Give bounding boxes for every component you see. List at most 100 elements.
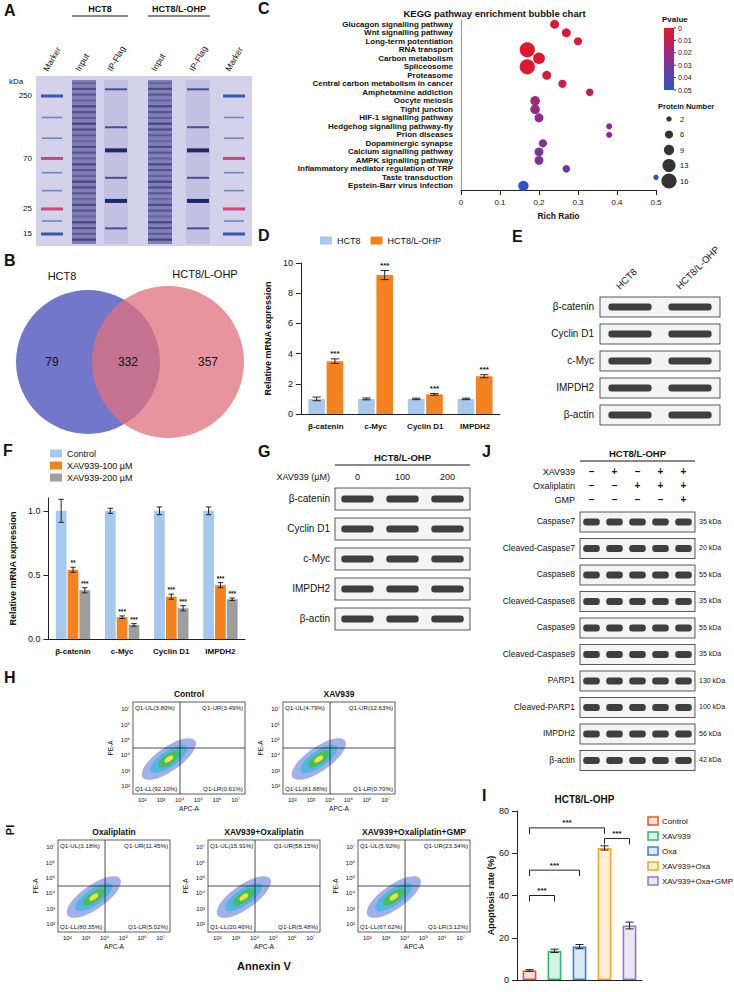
svg-text:F: F: [3, 442, 13, 459]
svg-text:HCT8/L-OHP: HCT8/L-OHP: [172, 268, 237, 280]
svg-text:J: J: [482, 443, 491, 460]
svg-text:IMPDH2: IMPDH2: [556, 382, 594, 393]
svg-text:APC-A: APC-A: [104, 943, 125, 950]
svg-text:60: 60: [499, 848, 509, 858]
svg-text:–: –: [589, 480, 595, 491]
svg-text:4: 4: [288, 349, 293, 359]
svg-text:10²: 10²: [121, 783, 130, 789]
svg-text:10⁴: 10⁴: [121, 752, 131, 758]
svg-text:–: –: [658, 494, 664, 505]
svg-text:PI: PI: [4, 825, 16, 835]
svg-text:***: ***: [330, 349, 340, 358]
svg-text:IMPDH2: IMPDH2: [460, 422, 491, 431]
svg-text:10⁴: 10⁴: [175, 797, 185, 803]
svg-text:IP-Flag: IP-Flag: [187, 44, 209, 73]
svg-text:35 kDa: 35 kDa: [699, 518, 721, 525]
svg-text:XAV939: XAV939: [662, 832, 691, 841]
svg-text:Oxa: Oxa: [662, 847, 677, 856]
svg-text:10⁶: 10⁶: [287, 935, 297, 941]
svg-text:–: –: [635, 494, 641, 505]
svg-text:Marker: Marker: [41, 45, 63, 73]
svg-text:0.4: 0.4: [611, 198, 623, 207]
svg-text:10⁴: 10⁴: [346, 890, 356, 896]
svg-text:16: 16: [680, 177, 688, 186]
svg-text:10²: 10²: [363, 935, 372, 941]
svg-text:10⁵: 10⁵: [271, 737, 281, 743]
svg-text:10⁶: 10⁶: [271, 722, 281, 728]
svg-text:Q1-LL(80.35%): Q1-LL(80.35%): [60, 923, 102, 930]
svg-text:200: 200: [440, 472, 455, 482]
svg-text:Q1-LL(81.88%): Q1-LL(81.88%): [285, 785, 327, 792]
svg-text:10³: 10³: [232, 935, 241, 941]
svg-text:0.5: 0.5: [650, 198, 662, 207]
svg-text:+: +: [612, 466, 618, 477]
svg-text:250: 250: [19, 91, 33, 100]
svg-text:XAV939-100 µM: XAV939-100 µM: [67, 461, 133, 471]
svg-text:10⁵: 10⁵: [119, 935, 129, 941]
svg-text:Q1-LR(5.48%): Q1-LR(5.48%): [278, 923, 318, 930]
svg-text:10⁴: 10⁴: [400, 935, 410, 941]
svg-text:PE-A: PE-A: [332, 878, 339, 894]
svg-text:A: A: [4, 2, 16, 19]
svg-text:Q1-UR(23.34%): Q1-UR(23.34%): [424, 842, 468, 849]
svg-text:Cleaved-Caspase7: Cleaved-Caspase7: [503, 543, 576, 553]
svg-text:9: 9: [680, 146, 684, 155]
svg-text:10²: 10²: [46, 921, 55, 927]
svg-text:PE-A: PE-A: [107, 740, 114, 756]
svg-text:β-catenin: β-catenin: [289, 493, 330, 504]
svg-text:0.0: 0.0: [28, 634, 41, 644]
svg-text:10²: 10²: [271, 783, 280, 789]
svg-text:KEGG pathway enrichment bubble: KEGG pathway enrichment bubble chart: [403, 8, 586, 19]
svg-text:10⁷: 10⁷: [456, 935, 465, 941]
svg-text:10³: 10³: [196, 906, 205, 912]
svg-text:0.5: 0.5: [28, 570, 41, 580]
svg-text:E: E: [512, 228, 523, 245]
svg-text:Q1-UR(3.49%): Q1-UR(3.49%): [202, 704, 243, 711]
svg-text:XAV939-200 µM: XAV939-200 µM: [67, 473, 133, 483]
svg-text:0: 0: [504, 975, 509, 985]
svg-text:HCT8: HCT8: [337, 236, 361, 246]
svg-text:Control: Control: [174, 689, 204, 699]
svg-text:XAV939+Oxaliplatin: XAV939+Oxaliplatin: [224, 827, 303, 837]
svg-text:10²: 10²: [213, 935, 222, 941]
svg-text:Caspase9: Caspase9: [537, 622, 576, 632]
svg-text:10³: 10³: [46, 906, 55, 912]
svg-text:HCT8/L-OHP: HCT8/L-OHP: [674, 244, 722, 292]
svg-text:2: 2: [680, 115, 684, 124]
svg-text:Q1-UR(11.45%): Q1-UR(11.45%): [124, 842, 168, 849]
svg-text:**: **: [70, 559, 76, 566]
svg-text:β-catenin: β-catenin: [55, 647, 91, 656]
svg-text:10⁶: 10⁶: [362, 797, 372, 803]
svg-text:100 kDa: 100 kDa: [699, 703, 725, 710]
svg-text:10³: 10³: [346, 906, 355, 912]
svg-text:0.01: 0.01: [678, 37, 692, 44]
svg-text:10³: 10³: [307, 797, 316, 803]
svg-text:GMP: GMP: [554, 495, 575, 505]
svg-text:***: ***: [118, 608, 126, 615]
svg-text:10⁵: 10⁵: [269, 935, 279, 941]
svg-text:0.2: 0.2: [533, 198, 545, 207]
svg-text:0: 0: [288, 409, 293, 419]
svg-text:Epstein-Barr virus infection: Epstein-Barr virus infection: [348, 181, 453, 190]
svg-text:Pvalue: Pvalue: [662, 15, 688, 24]
svg-text:β-catenin: β-catenin: [308, 422, 344, 431]
svg-text:–: –: [635, 466, 641, 477]
svg-text:10⁵: 10⁵: [419, 935, 429, 941]
svg-text:APC-A: APC-A: [329, 805, 350, 812]
svg-text:10⁷: 10⁷: [306, 935, 315, 941]
svg-text:40: 40: [499, 891, 509, 901]
svg-text:HCT8: HCT8: [88, 4, 112, 14]
svg-text:56 kDa: 56 kDa: [699, 730, 721, 737]
svg-text:Q1-UL(5.92%): Q1-UL(5.92%): [360, 842, 400, 849]
svg-text:10²: 10²: [346, 921, 355, 927]
svg-text:***: ***: [130, 616, 138, 623]
svg-text:10⁶: 10⁶: [437, 935, 447, 941]
svg-text:***: ***: [430, 384, 440, 393]
svg-text:10⁵: 10⁵: [344, 797, 354, 803]
svg-text:332: 332: [118, 355, 138, 369]
svg-text:Oxaliplatin: Oxaliplatin: [533, 481, 575, 491]
svg-text:Relative mRNA expression: Relative mRNA expression: [8, 511, 18, 625]
svg-text:Cleaved-PARP1: Cleaved-PARP1: [514, 702, 576, 712]
svg-text:0: 0: [355, 472, 360, 482]
svg-text:10⁶: 10⁶: [346, 860, 356, 866]
